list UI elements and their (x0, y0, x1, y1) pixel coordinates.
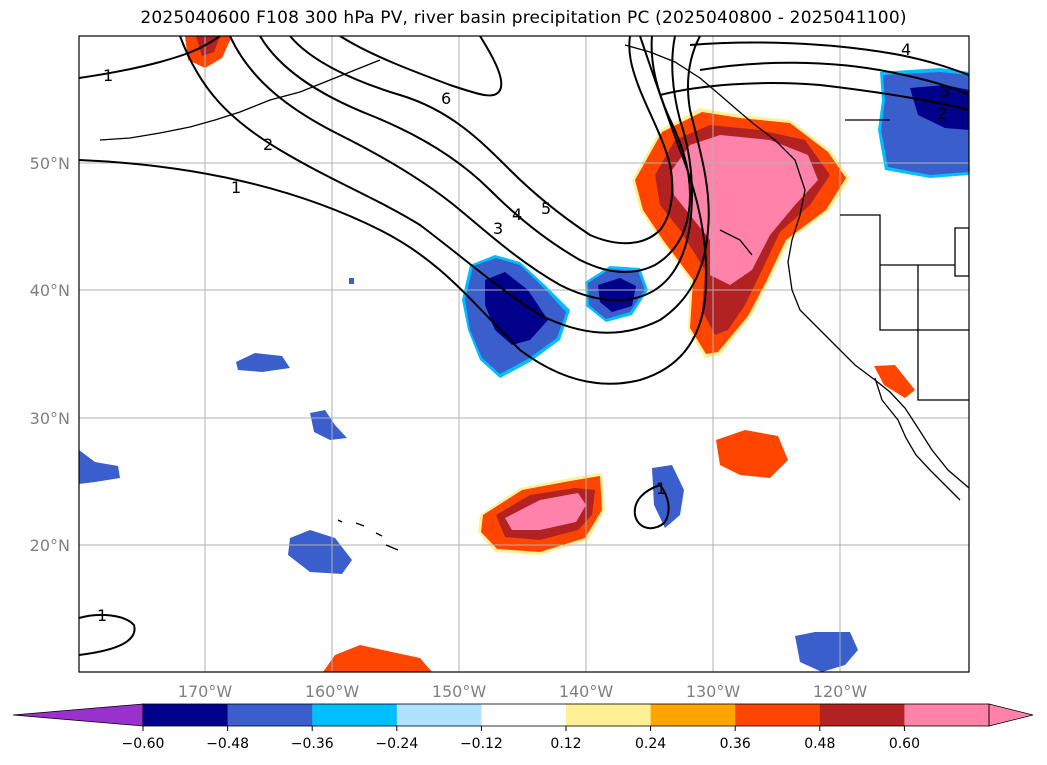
colorbar: −0.60 −0.48 −0.36 −0.24 −0.12 0.12 0.24 0.36 0.4… (12, 703, 1034, 752)
contour-labels: 1 2 6 3 4 5 1 1 4 3 2 1 (97, 40, 950, 625)
colorbar-segment (481, 704, 567, 726)
colorbar-extend-low (12, 703, 144, 727)
lon-tick-label: 170°W (178, 682, 233, 701)
contour-label: 4 (901, 40, 911, 59)
lat-tick-label: 20°N (30, 536, 70, 555)
contour-label: 3 (493, 219, 503, 238)
colorbar-segment (227, 704, 313, 726)
lon-tick-labels: 170°W 160°W 150°W 140°W 130°W 120°W (178, 682, 868, 701)
colorbar-segment (143, 704, 229, 726)
colorbar-tick-label: 0.12 (550, 736, 581, 752)
colorbar-segment (735, 704, 821, 726)
lon-tick-label: 120°W (813, 682, 868, 701)
colorbar-tick-label: 0.36 (720, 736, 751, 752)
lon-tick-label: 130°W (686, 682, 741, 701)
lat-tick-label: 50°N (30, 154, 70, 173)
colorbar-extend-high (988, 703, 1034, 727)
precip-anomaly-fields (79, 36, 969, 672)
contour-label: 1 (103, 66, 113, 85)
contour-label: 2 (937, 104, 947, 123)
lat-tick-labels: 50°N 40°N 30°N 20°N (30, 154, 70, 555)
lon-tick-label: 140°W (559, 682, 614, 701)
colorbar-tick-label: −0.60 (122, 736, 165, 752)
lon-tick-label: 160°W (305, 682, 360, 701)
map-title: 2025040600 F108 300 hPa PV, river basin … (140, 8, 907, 28)
pv-contours (79, 36, 969, 656)
colorbar-tick-label: −0.12 (460, 736, 503, 752)
colorbar-tick-label: −0.48 (206, 736, 249, 752)
contour-label: 1 (656, 479, 666, 498)
colorbar-tick-label: −0.24 (375, 736, 418, 752)
contour-label: 2 (263, 135, 273, 154)
colorbar-segment (819, 704, 905, 726)
lon-tick-label: 150°W (432, 682, 487, 701)
contour-label: 3 (940, 82, 950, 101)
colorbar-segment (904, 704, 990, 726)
colorbar-segment (396, 704, 482, 726)
coastlines (99, 44, 969, 551)
colorbar-segment (312, 704, 398, 726)
colorbar-segment (650, 704, 736, 726)
colorbar-tick-label: 0.24 (635, 736, 666, 752)
contour-label: 1 (231, 178, 241, 197)
colorbar-segment (566, 704, 652, 726)
contour-label: 6 (441, 89, 451, 108)
graticule (79, 36, 969, 672)
contour-label: 4 (512, 205, 522, 224)
lat-tick-label: 30°N (30, 409, 70, 428)
contour-label: 1 (97, 606, 107, 625)
map-area: 1 2 6 3 4 5 1 1 4 3 2 1 (79, 36, 969, 672)
map-frame (78, 35, 970, 673)
contour-label: 5 (541, 199, 551, 218)
colorbar-tick-label: −0.36 (291, 736, 334, 752)
lat-tick-label: 40°N (30, 281, 70, 300)
colorbar-tick-label: 0.60 (889, 736, 920, 752)
colorbar-tick-label: 0.48 (804, 736, 835, 752)
